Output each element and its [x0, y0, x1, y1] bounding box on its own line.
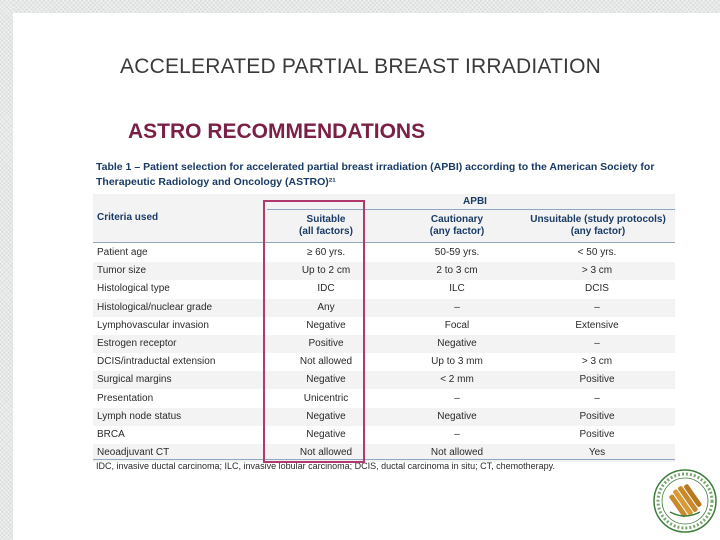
cell-cautionary: –: [454, 429, 460, 440]
table-header-band: [93, 194, 675, 242]
table-row: Lymphovascular invasion Negative Focal Exte…: [93, 317, 675, 335]
table-row: Estrogen receptor Positive Negative –: [93, 335, 675, 353]
suitable-highlight-box: [263, 200, 365, 463]
table-row: Tumor size Up to 2 cm 2 to 3 cm > 3 cm: [93, 262, 675, 281]
cell-criteria: Lymphovascular invasion: [97, 319, 209, 331]
cell-suitable: Negative: [306, 410, 346, 422]
slide-title: ACCELERATED PARTIAL BREAST IRRADIATION: [120, 55, 601, 78]
cell-criteria: Estrogen receptor: [97, 338, 177, 349]
slide-border-top: [13, 0, 720, 13]
group-header-apbi: APBI: [463, 196, 487, 207]
cell-suitable: Negative: [306, 374, 346, 386]
cell-cautionary: < 2 mm: [440, 374, 474, 386]
cell-unsuitable: > 3 cm: [581, 356, 613, 368]
header-unsuitable: Unsuitable (study protocols) (any factor…: [530, 214, 666, 237]
cell-cautionary: ILC: [449, 283, 465, 295]
header-rule: [93, 242, 675, 243]
cell-cautionary: –: [454, 392, 460, 404]
cell-criteria: Neoadjuvant CT: [97, 447, 170, 459]
cell-unsuitable: < 50 yrs.: [577, 247, 617, 258]
cell-criteria: Histological/nuclear grade: [97, 301, 213, 313]
cell-unsuitable: Yes: [588, 447, 606, 459]
table-footnote: IDC, invasive ductal carcinoma; ILC, inv…: [96, 461, 556, 471]
criteria-table: Table 1 – Patient selection for accelera…: [90, 156, 678, 474]
table-caption: Table 1 – Patient selection for accelera…: [96, 161, 655, 188]
table-row: Surgical margins Negative < 2 mm Positive: [93, 371, 675, 390]
cell-suitable: IDC: [317, 283, 335, 295]
cell-unsuitable: Positive: [579, 429, 615, 440]
table-row: Presentation Unicentric – –: [93, 390, 675, 408]
cell-unsuitable: –: [594, 338, 600, 349]
cell-cautionary: Focal: [444, 319, 470, 331]
cell-suitable: Positive: [308, 338, 344, 349]
cell-cautionary: Negative: [437, 410, 477, 422]
cell-criteria: BRCA: [97, 429, 125, 440]
cell-criteria: Patient age: [97, 247, 148, 258]
cell-unsuitable: –: [594, 392, 600, 404]
header-cautionary: Cautionary (any factor): [429, 214, 485, 237]
cell-cautionary: –: [454, 301, 460, 313]
table-row: Lymph node status Negative Negative Positiv…: [93, 407, 675, 426]
cell-cautionary: 2 to 3 cm: [436, 265, 478, 277]
header-criteria: Criteria used: [97, 212, 159, 223]
header-suitable: Suitable (all factors): [299, 214, 353, 237]
table-bottom-rule: [93, 459, 675, 460]
table-row: Patient age ≥ 60 yrs. 50-59 yrs. < 50 yrs.: [93, 244, 675, 262]
cell-suitable: ≥ 60 yrs.: [306, 247, 346, 258]
cell-unsuitable: > 3 cm: [581, 265, 613, 277]
university-seal-icon: [652, 468, 718, 534]
table-row: Neoadjuvant CT Not allowed Not allowed Yes: [93, 444, 675, 463]
cell-unsuitable: Positive: [579, 410, 615, 422]
slide-subtitle: ASTRO RECOMMENDATIONS: [128, 120, 426, 143]
cell-unsuitable: Extensive: [575, 319, 619, 331]
cell-cautionary: Not allowed: [430, 447, 484, 459]
group-header-rule: [267, 209, 675, 210]
table-row: DCIS/intraductal extension Not allowed Up …: [93, 353, 675, 371]
cell-criteria: Lymph node status: [97, 410, 182, 422]
cell-criteria: DCIS/intraductal extension: [97, 356, 216, 368]
cell-suitable: Negative: [306, 319, 346, 331]
cell-suitable: Any: [317, 301, 335, 313]
table-row: Histological/nuclear grade Any – –: [93, 298, 675, 317]
slide-border-left: [0, 0, 13, 540]
cell-unsuitable: DCIS: [585, 283, 609, 295]
table-row: BRCA Negative – Positive: [93, 426, 675, 444]
cell-suitable: Not allowed: [299, 356, 353, 368]
cell-unsuitable: –: [594, 301, 600, 313]
cell-criteria: Surgical margins: [97, 374, 172, 386]
cell-cautionary: 50-59 yrs.: [434, 247, 480, 258]
cell-criteria: Tumor size: [97, 265, 147, 277]
cell-suitable: Up to 2 cm: [301, 265, 351, 277]
cell-suitable: Unicentric: [303, 392, 349, 404]
cell-suitable: Negative: [306, 429, 346, 440]
cell-cautionary: Up to 3 mm: [431, 356, 483, 368]
cell-criteria: Histological type: [97, 283, 170, 295]
cell-criteria: Presentation: [97, 392, 154, 404]
cell-suitable: Not allowed: [299, 447, 353, 459]
table-row: Histological type IDC ILC DCIS: [93, 280, 675, 298]
cell-unsuitable: Positive: [579, 374, 615, 386]
cell-cautionary: Negative: [437, 338, 477, 349]
